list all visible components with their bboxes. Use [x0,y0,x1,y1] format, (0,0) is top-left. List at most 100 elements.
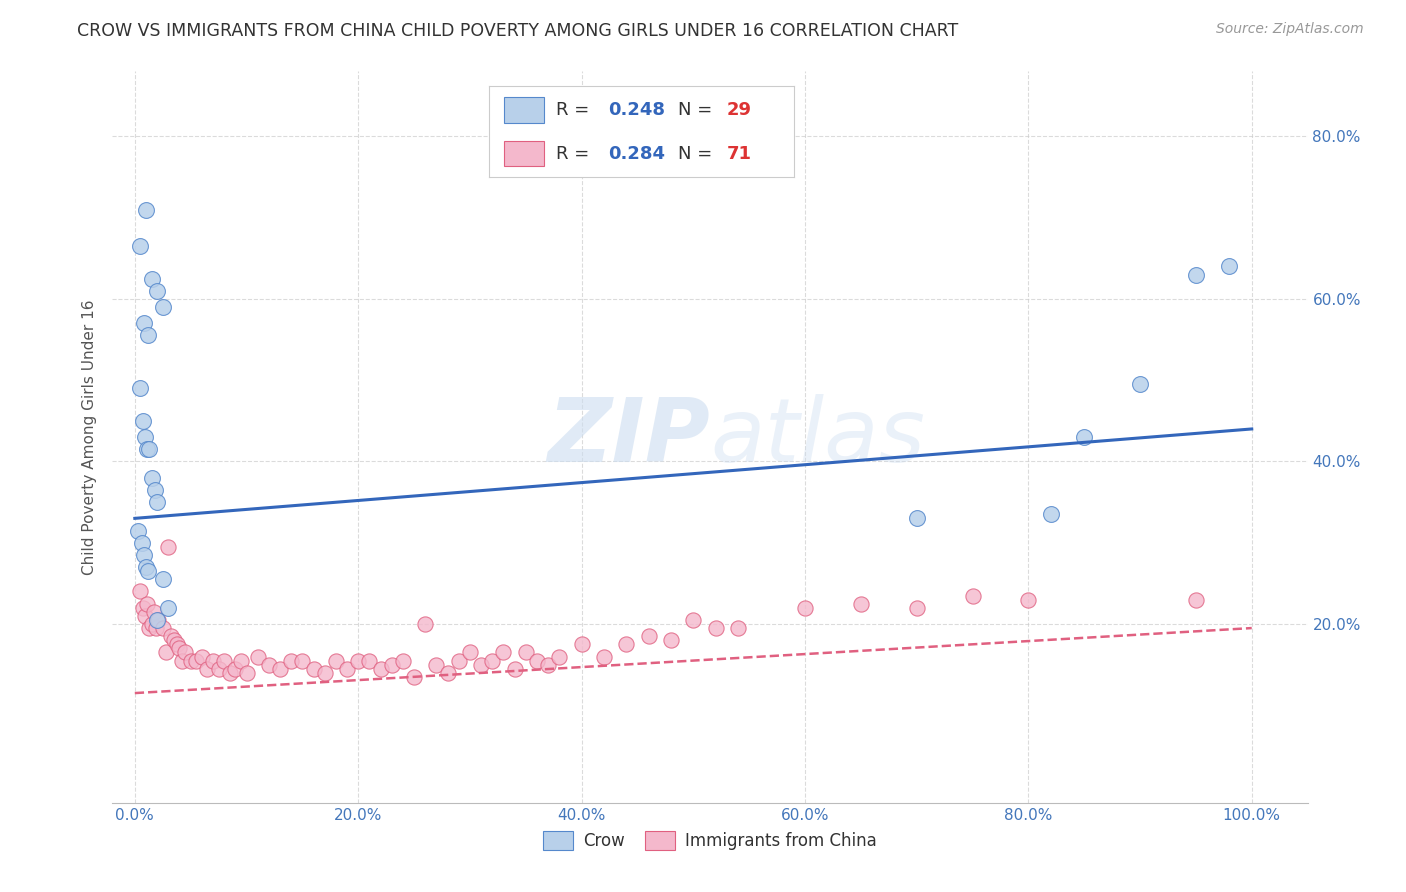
Point [134,608,156,623]
Point [224,662,246,676]
Y-axis label: Child Poverty Among Girls Under 16: Child Poverty Among Girls Under 16 [82,300,97,574]
Point [166,637,188,651]
Point [132,316,155,330]
Point [1218,260,1240,274]
Point [425,657,447,672]
Legend: Crow, Immigrants from China: Crow, Immigrants from China [537,824,883,856]
Point [159,629,181,643]
Point [136,597,159,611]
Point [146,495,169,509]
Point [704,621,727,635]
Point [235,665,257,680]
Point [134,430,156,444]
Point [1185,268,1208,282]
Point [1185,592,1208,607]
Point [246,649,269,664]
Point [291,654,314,668]
Point [458,645,481,659]
Point [138,621,160,635]
Point [129,584,152,599]
Point [218,665,240,680]
Point [138,442,160,457]
Point [325,654,347,668]
Point [157,600,180,615]
Point [526,654,548,668]
Point [157,540,180,554]
Point [136,442,159,457]
Point [212,654,235,668]
Point [481,654,503,668]
Point [207,662,229,676]
Point [148,613,170,627]
Point [135,202,157,217]
Point [794,600,817,615]
Point [131,600,153,615]
Point [180,654,202,668]
Point [127,524,149,538]
Point [129,381,152,395]
Text: atlas: atlas [710,394,925,480]
Point [280,654,302,668]
Point [447,654,470,668]
Point [727,621,749,635]
Point [381,657,404,672]
Point [1073,430,1095,444]
Point [336,662,359,676]
Point [191,649,214,664]
Point [1039,508,1062,522]
Point [229,654,252,668]
Point [141,271,163,285]
Point [359,654,381,668]
Point [186,654,208,668]
Point [132,548,155,562]
Point [141,617,163,632]
Point [571,637,593,651]
Point [269,662,291,676]
Point [637,629,659,643]
Point [152,300,174,314]
Point [129,239,152,253]
Point [135,560,157,574]
Point [1129,377,1152,392]
Text: ZIP: ZIP [547,393,710,481]
Point [257,657,280,672]
Point [962,589,984,603]
Point [503,662,526,676]
Point [302,662,325,676]
Point [392,654,415,668]
Point [146,613,169,627]
Point [347,654,370,668]
Point [170,654,193,668]
Point [593,649,616,664]
Point [201,654,224,668]
Point [131,535,153,549]
Point [145,621,167,635]
Point [142,605,165,619]
Point [169,641,191,656]
Point [174,645,197,659]
Point [197,662,219,676]
Point [849,597,872,611]
Point [136,328,159,343]
Point [470,657,492,672]
Point [492,645,515,659]
Point [314,665,336,680]
Point [370,662,392,676]
Text: Source: ZipAtlas.com: Source: ZipAtlas.com [1216,22,1364,37]
Point [146,284,169,298]
Point [131,414,153,428]
Point [1017,592,1039,607]
Point [155,645,177,659]
Point [413,617,436,632]
Point [143,483,166,497]
Point [905,600,928,615]
Point [659,633,682,648]
Point [141,471,163,485]
Point [152,572,174,586]
Point [152,621,174,635]
Point [402,670,425,684]
Point [537,657,560,672]
Point [905,511,928,525]
Point [136,564,159,578]
Point [614,637,637,651]
